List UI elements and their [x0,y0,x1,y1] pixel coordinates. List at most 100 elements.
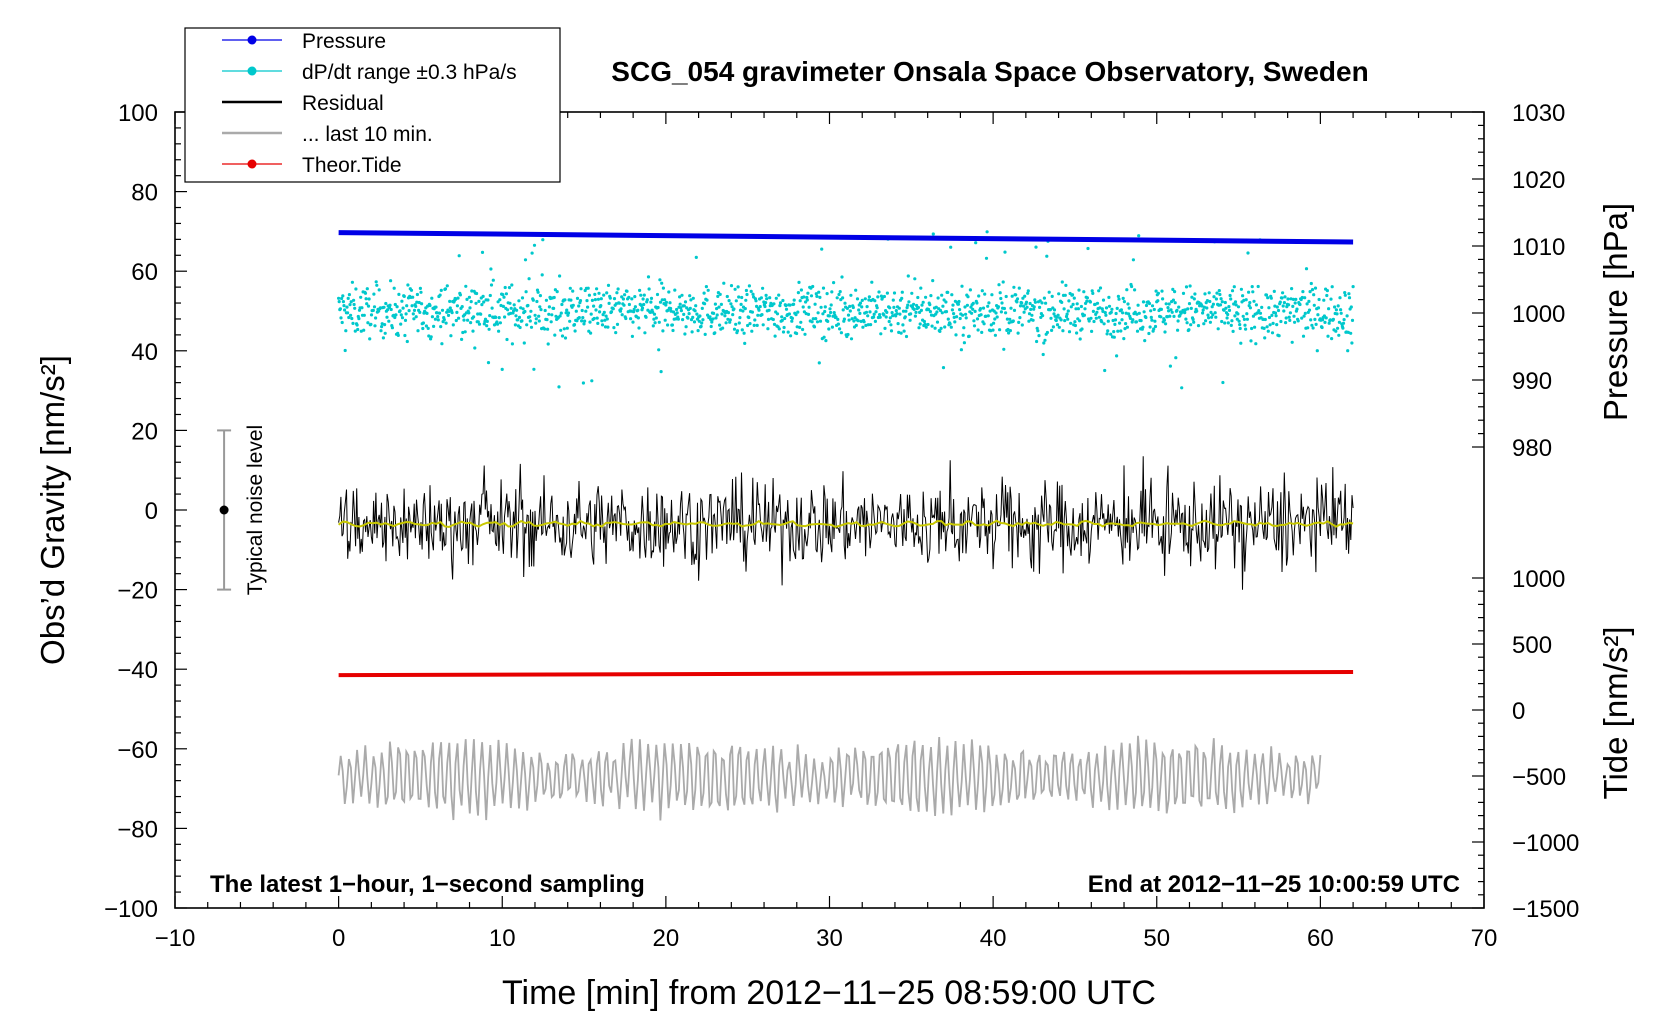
dpdt-point [1239,341,1243,345]
dpdt-point [821,312,825,316]
dpdt-point [1207,316,1211,320]
dpdt-point [896,322,900,326]
dpdt-point [347,293,351,297]
dpdt-point [1229,297,1233,301]
dpdt-point [839,331,844,335]
dpdt-point [1334,329,1338,333]
dpdt-point [726,311,731,315]
dpdt-point [421,321,425,325]
dpdt-point [889,329,894,333]
dpdt-point [474,301,478,305]
dpdt-point [485,324,489,328]
dpdt-point [1006,327,1010,332]
dpdt-point [1186,307,1190,311]
legend-box [184,27,561,183]
dpdt-point [597,291,601,295]
dpdt-point [393,302,397,307]
dpdt-point [889,323,893,327]
dpdt-point [543,308,547,313]
dpdt-point [480,303,484,307]
dpdt-point [1296,319,1300,323]
dpdt-point [758,305,762,309]
data-series [337,230,1355,821]
dpdt-point [347,315,351,320]
dpdt-point [1008,329,1013,333]
dpdt-point [340,320,344,325]
dpdt-point [1189,306,1193,310]
dpdt-point [1293,320,1297,324]
dpdt-point [765,297,769,301]
dpdt-point [592,316,596,321]
dpdt-point [1327,307,1331,311]
dpdt-point [1147,301,1152,306]
dpdt-point [735,329,740,333]
x-tick-label: 70 [1471,925,1498,952]
dpdt-point [1252,299,1256,303]
dpdt-point [1181,291,1186,295]
dpdt-point [959,348,964,352]
dpdt-point [1287,315,1291,319]
dpdt-point [383,331,387,335]
dpdt-point [781,330,786,334]
dpdt-point [416,329,420,333]
dpdt-point [405,304,409,308]
dpdt-point [818,319,823,323]
dpdt-point [1069,305,1073,309]
dpdt-point [1027,319,1031,323]
dpdt-point [1128,316,1132,320]
dpdt-point [1015,297,1020,301]
dpdt-point [445,284,449,288]
dpdt-point [995,315,999,319]
dpdt-point [442,318,446,322]
dpdt-point [991,328,995,332]
dpdt-point [1313,286,1318,290]
dpdt-point [1206,313,1210,317]
dpdt-point [563,298,567,302]
dpdt-point [832,281,836,285]
dpdt-point [647,287,651,291]
dpdt-point [971,301,975,305]
dpdt-point [883,326,887,330]
dpdt-point [538,294,543,298]
dpdt-point [486,361,491,365]
dpdt-point [545,318,549,322]
dpdt-point [1087,319,1091,323]
dpdt-point [788,303,792,307]
dpdt-point [574,309,578,313]
dpdt-point [348,303,352,307]
dpdt-point [1351,285,1355,289]
dpdt-point [1031,318,1035,322]
dpdt-point [1012,285,1016,289]
dpdt-point [367,297,371,301]
dpdt-point [971,307,975,311]
dpdt-point [1057,292,1061,296]
dpdt-point [1216,327,1220,331]
dpdt-point [784,307,789,311]
dpdt-point [537,319,541,323]
dpdt-point [518,325,522,330]
dpdt-point [918,322,922,326]
dpdt-point [755,304,759,308]
dpdt-point [798,299,802,303]
dpdt-point [703,332,707,336]
dpdt-point [1149,309,1153,313]
dpdt-point [1202,322,1206,326]
dpdt-point [1011,319,1015,323]
dpdt-point [1279,319,1283,324]
dpdt-point [962,341,967,345]
dpdt-point [817,361,821,365]
dpdt-point [944,300,948,304]
dpdt-point [1268,323,1272,327]
dpdt-point [715,307,719,311]
dpdt-point [1294,297,1298,301]
dpdt-point [1315,349,1319,353]
dpdt-point [638,288,642,292]
dpdt-point [395,305,399,309]
dpdt-point [1288,318,1292,322]
dpdt-point [343,348,347,353]
dpdt-point [887,319,891,324]
dpdt-point [1033,300,1037,304]
dpdt-point [1283,295,1287,299]
dpdt-point [1335,312,1339,316]
dpdt-point [420,302,424,306]
